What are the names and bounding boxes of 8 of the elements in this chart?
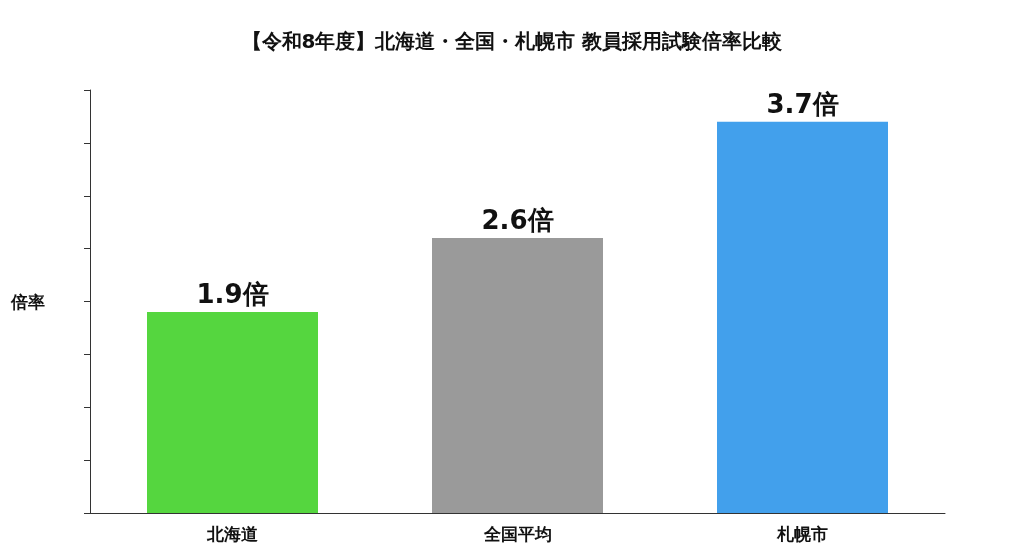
x-tick-label: 札幌市 bbox=[776, 523, 828, 544]
data-label: 3.7倍 bbox=[766, 88, 839, 119]
data-label: 2.6倍 bbox=[481, 205, 554, 236]
y-axis-title: 倍率 bbox=[10, 291, 45, 312]
data-label: 1.9倍 bbox=[196, 279, 269, 310]
chart-title: 【令和8年度】北海道・全国・札幌市 教員採用試験倍率比較 bbox=[241, 29, 784, 53]
x-tick-label: 全国平均 bbox=[482, 523, 552, 544]
x-tick-label: 北海道 bbox=[206, 523, 258, 544]
